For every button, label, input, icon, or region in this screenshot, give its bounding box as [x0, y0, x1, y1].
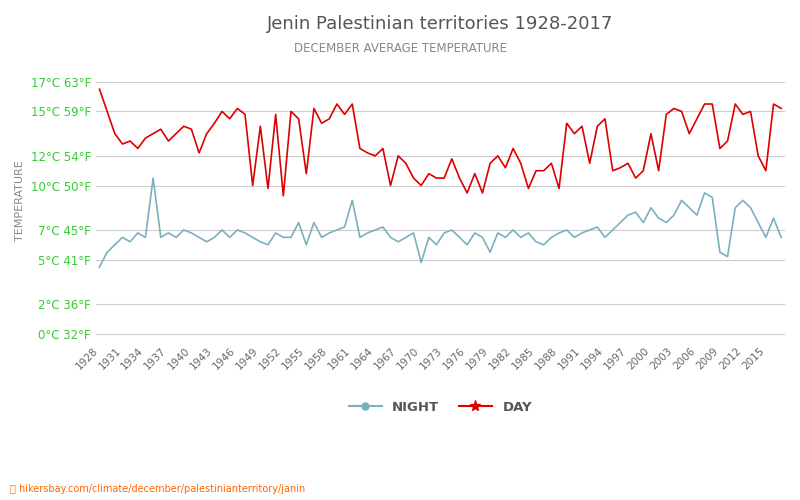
Title: Jenin Palestinian territories 1928-2017: Jenin Palestinian territories 1928-2017 [267, 15, 614, 33]
Y-axis label: TEMPERATURE: TEMPERATURE [15, 160, 25, 240]
Text: DECEMBER AVERAGE TEMPERATURE: DECEMBER AVERAGE TEMPERATURE [294, 42, 506, 56]
Text: 📍 hikersbay.com/climate/december/palestinianterritory/janin: 📍 hikersbay.com/climate/december/palesti… [10, 484, 305, 494]
Legend: NIGHT, DAY: NIGHT, DAY [343, 396, 538, 419]
